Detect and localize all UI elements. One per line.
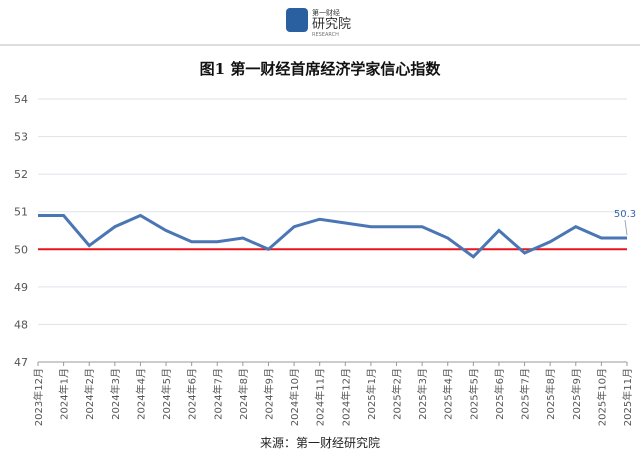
logo-sub: RESEARCH <box>312 32 339 38</box>
y-tick-label: 50 <box>14 243 28 256</box>
x-tick-label: 2025年2月 <box>391 368 404 420</box>
y-tick-label: 51 <box>14 206 28 219</box>
logo: 第一财经 研究院 RESEARCH <box>286 8 351 38</box>
y-tick-label: 48 <box>14 318 28 331</box>
x-tick-label: 2024年9月 <box>262 368 275 420</box>
x-tick-label: 2025年11月 <box>621 368 634 426</box>
y-tick-label: 53 <box>14 131 28 144</box>
x-tick-label: 2025年3月 <box>416 368 429 420</box>
x-tick-label: 2025年10月 <box>595 368 608 426</box>
data-label: 50.3 <box>614 209 636 220</box>
x-tick-label: 2024年12月 <box>339 368 352 426</box>
x-tick-label: 2024年11月 <box>314 368 327 426</box>
chart-title: 图1 第一财经首席经济学家信心指数 <box>200 60 442 78</box>
y-tick-label: 52 <box>14 168 28 181</box>
y-tick-label: 49 <box>14 281 28 294</box>
x-tick-label: 2024年6月 <box>186 368 199 420</box>
x-tick-label: 2024年5月 <box>160 368 173 420</box>
x-tick-label: 2024年8月 <box>237 368 250 420</box>
x-tick-label: 2025年1月 <box>365 368 378 420</box>
x-tick-label: 2024年3月 <box>109 368 122 420</box>
x-tick-label: 2025年9月 <box>570 368 583 420</box>
logo-main: 研究院 <box>312 17 351 32</box>
label-leader <box>624 219 628 236</box>
x-tick-label: 2024年10月 <box>288 368 301 426</box>
logo-icon <box>286 8 308 32</box>
y-tick-label: 54 <box>14 93 28 106</box>
x-tick-label: 2025年4月 <box>442 368 455 420</box>
series-line <box>38 213 627 259</box>
x-tick-label: 2024年1月 <box>58 368 71 420</box>
x-tick-label: 2023年12月 <box>32 368 45 426</box>
x-tick-label: 2025年7月 <box>519 368 532 420</box>
x-tick-label: 2024年7月 <box>211 368 224 420</box>
x-tick-label: 2024年2月 <box>83 368 96 420</box>
source: 来源：第一财经研究院 <box>260 435 380 450</box>
logo-top: 第一财经 <box>312 8 340 17</box>
y-tick-label: 47 <box>14 356 28 369</box>
x-tick-label: 2025年8月 <box>544 368 557 420</box>
x-tick-label: 2025年5月 <box>467 368 480 420</box>
x-tick-label: 2024年4月 <box>134 368 147 420</box>
x-tick-label: 2025年6月 <box>493 368 506 420</box>
